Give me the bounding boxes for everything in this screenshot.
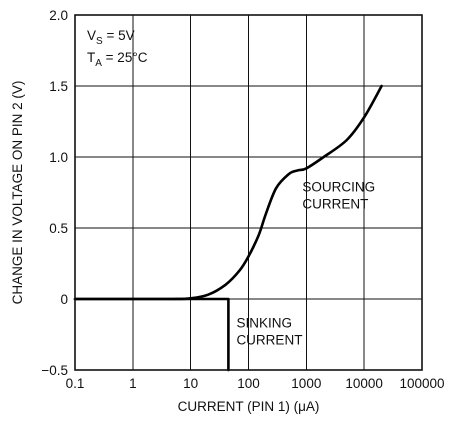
sourcing-current-label: SOURCING CURRENT: [302, 179, 375, 211]
sinking-current-line: [73, 297, 230, 372]
y-tick-label: 0: [60, 292, 68, 307]
y-tick-label: 1.0: [49, 150, 68, 165]
y-tick-label: 2.0: [49, 8, 68, 23]
x-tick-label: 0.1: [66, 376, 85, 391]
y-tick-label: 1.5: [49, 79, 68, 94]
x-tick-label: 1000: [291, 376, 321, 391]
x-tick-label: 100: [237, 376, 260, 391]
y-tick-labels: 2.0 1.5 1.0 0.5 0 −0.5: [41, 8, 68, 378]
x-axis-title: CURRENT (PIN 1) (μA): [178, 399, 320, 414]
supply-voltage-annotation: VS = 5V: [87, 28, 135, 47]
x-tick-labels: 0.1 1 10 100 1000 10000 100000: [66, 376, 445, 391]
y-tick-label: −0.5: [41, 363, 68, 378]
temperature-annotation: TA = 25°C: [87, 50, 148, 69]
y-tick-label: 0.5: [49, 221, 68, 236]
series-labels: SOURCING CURRENT SINKING CURRENT: [236, 179, 375, 347]
y-axis-title: CHANGE IN VOLTAGE ON PIN 2 (V): [10, 81, 25, 305]
x-tick-label: 10000: [345, 376, 383, 391]
grid: [75, 15, 422, 370]
x-tick-label: 1: [129, 376, 137, 391]
x-tick-label: 100000: [399, 376, 444, 391]
plot-frame: [74, 14, 423, 371]
sinking-current-label: SINKING CURRENT: [236, 315, 302, 347]
series-lines: [73, 84, 383, 372]
x-tick-label: 10: [183, 376, 198, 391]
